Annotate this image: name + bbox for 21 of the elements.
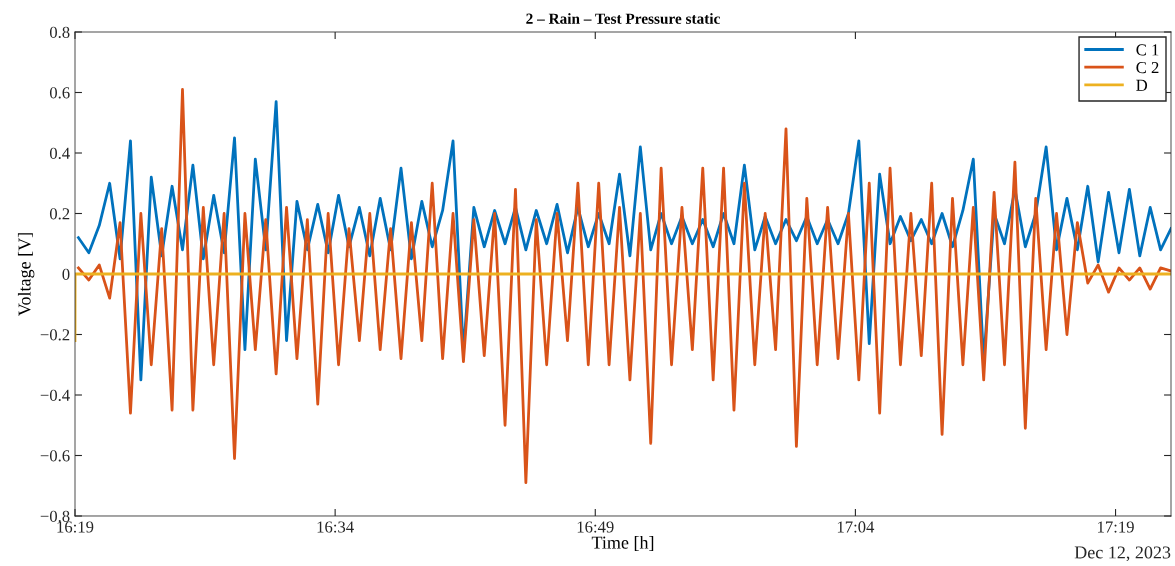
y-tick-label: −0.4	[40, 389, 70, 402]
text: Dec 12, 2023	[1074, 546, 1171, 562]
x-tick-label: 16:19	[57, 521, 94, 533]
x-tick-label: 16:49	[577, 521, 614, 533]
y-tick-label: −0.6	[40, 450, 70, 462]
x-tick-label: 16:34	[317, 521, 354, 533]
chart-title: 2 – Rain – Test Pressure static	[526, 13, 720, 24]
y-tick-label: 0.2	[49, 208, 70, 220]
y-axis-title: Voltage [V]	[17, 233, 35, 316]
legend-label: C 1	[1136, 44, 1159, 56]
y-tick-label: 0	[62, 268, 70, 280]
y-tick-label: 0.4	[49, 147, 70, 160]
y-tick-label: 0.8	[49, 26, 70, 39]
x-tick-label: 17:04	[837, 521, 875, 533]
legend-label: D	[1136, 79, 1148, 91]
y-tick-label: −0.2	[40, 329, 70, 341]
x-tick-label: 17:19	[1098, 521, 1134, 533]
y-tick-label: 0.6	[49, 87, 70, 99]
legend-label: C 2	[1136, 62, 1159, 74]
y-tick-label: −0.8	[40, 510, 70, 523]
x-axis-title: Time [h]	[591, 535, 654, 551]
